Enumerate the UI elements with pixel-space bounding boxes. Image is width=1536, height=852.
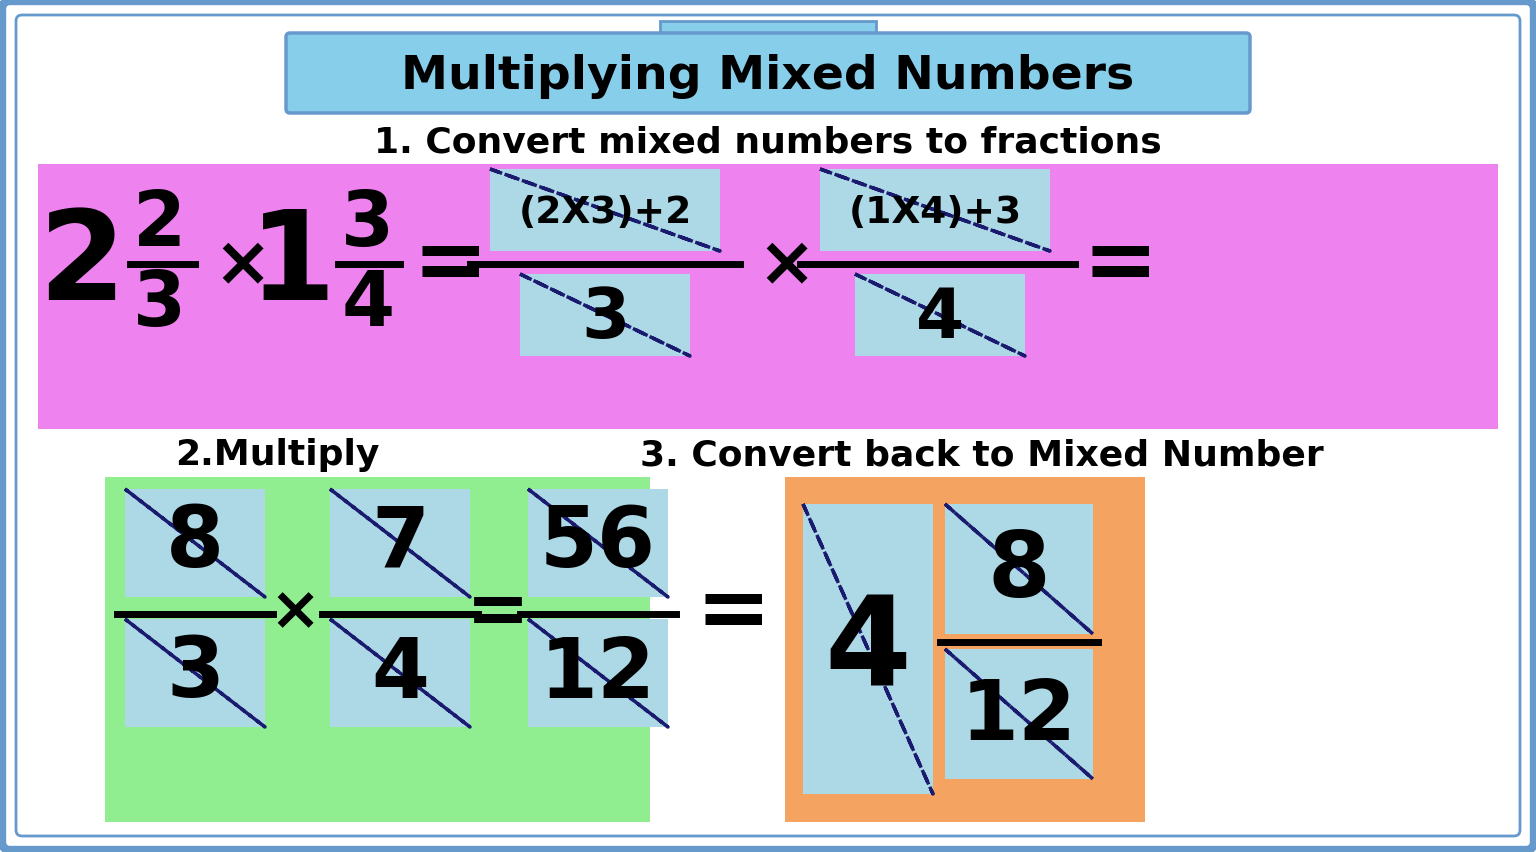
Bar [803,504,932,794]
Bar [490,170,720,251]
Text: 4: 4 [372,633,429,714]
Text: 4: 4 [915,285,965,351]
Text: 12: 12 [962,676,1077,757]
Text: 4: 4 [825,590,911,711]
Bar [945,649,1094,779]
Text: ×: × [214,231,272,298]
Text: 3: 3 [581,285,630,351]
FancyBboxPatch shape [15,16,1521,836]
Bar [330,619,470,727]
Bar [820,170,1051,251]
Bar [124,489,266,597]
Text: 1. Convert mixed numbers to fractions: 1. Convert mixed numbers to fractions [375,125,1161,158]
Bar [856,274,1025,357]
Bar [104,477,650,822]
Text: 2.Multiply: 2.Multiply [175,437,379,471]
Text: 8: 8 [988,527,1051,615]
Text: 2: 2 [38,204,126,325]
Bar [528,619,668,727]
Text: 12: 12 [541,633,656,714]
Text: 2: 2 [134,187,186,262]
Bar [38,164,1498,429]
Text: 56: 56 [541,503,656,584]
Text: 4: 4 [341,268,395,342]
Text: (1X4)+3: (1X4)+3 [848,195,1021,231]
Text: ×: × [757,231,816,298]
Text: 3. Convert back to Mixed Number: 3. Convert back to Mixed Number [641,437,1324,471]
Text: =: = [465,575,530,649]
Text: 1: 1 [249,204,335,325]
Text: 7: 7 [372,503,429,584]
Bar [521,274,690,357]
Bar [660,22,876,50]
FancyBboxPatch shape [286,34,1250,114]
Bar [124,619,266,727]
Text: 3: 3 [341,187,395,262]
Bar [945,504,1094,634]
Text: (2X3)+2: (2X3)+2 [518,195,691,231]
Bar [330,489,470,597]
Text: Multiplying Mixed Numbers: Multiplying Mixed Numbers [401,54,1135,98]
Text: 3: 3 [166,633,224,714]
Text: 3: 3 [134,268,186,342]
Bar [785,477,1144,822]
Bar [528,489,668,597]
Text: ×: × [269,583,321,642]
Text: =: = [696,568,771,656]
Text: 8: 8 [166,503,224,584]
Text: =: = [1083,221,1158,308]
Text: =: = [412,221,488,308]
